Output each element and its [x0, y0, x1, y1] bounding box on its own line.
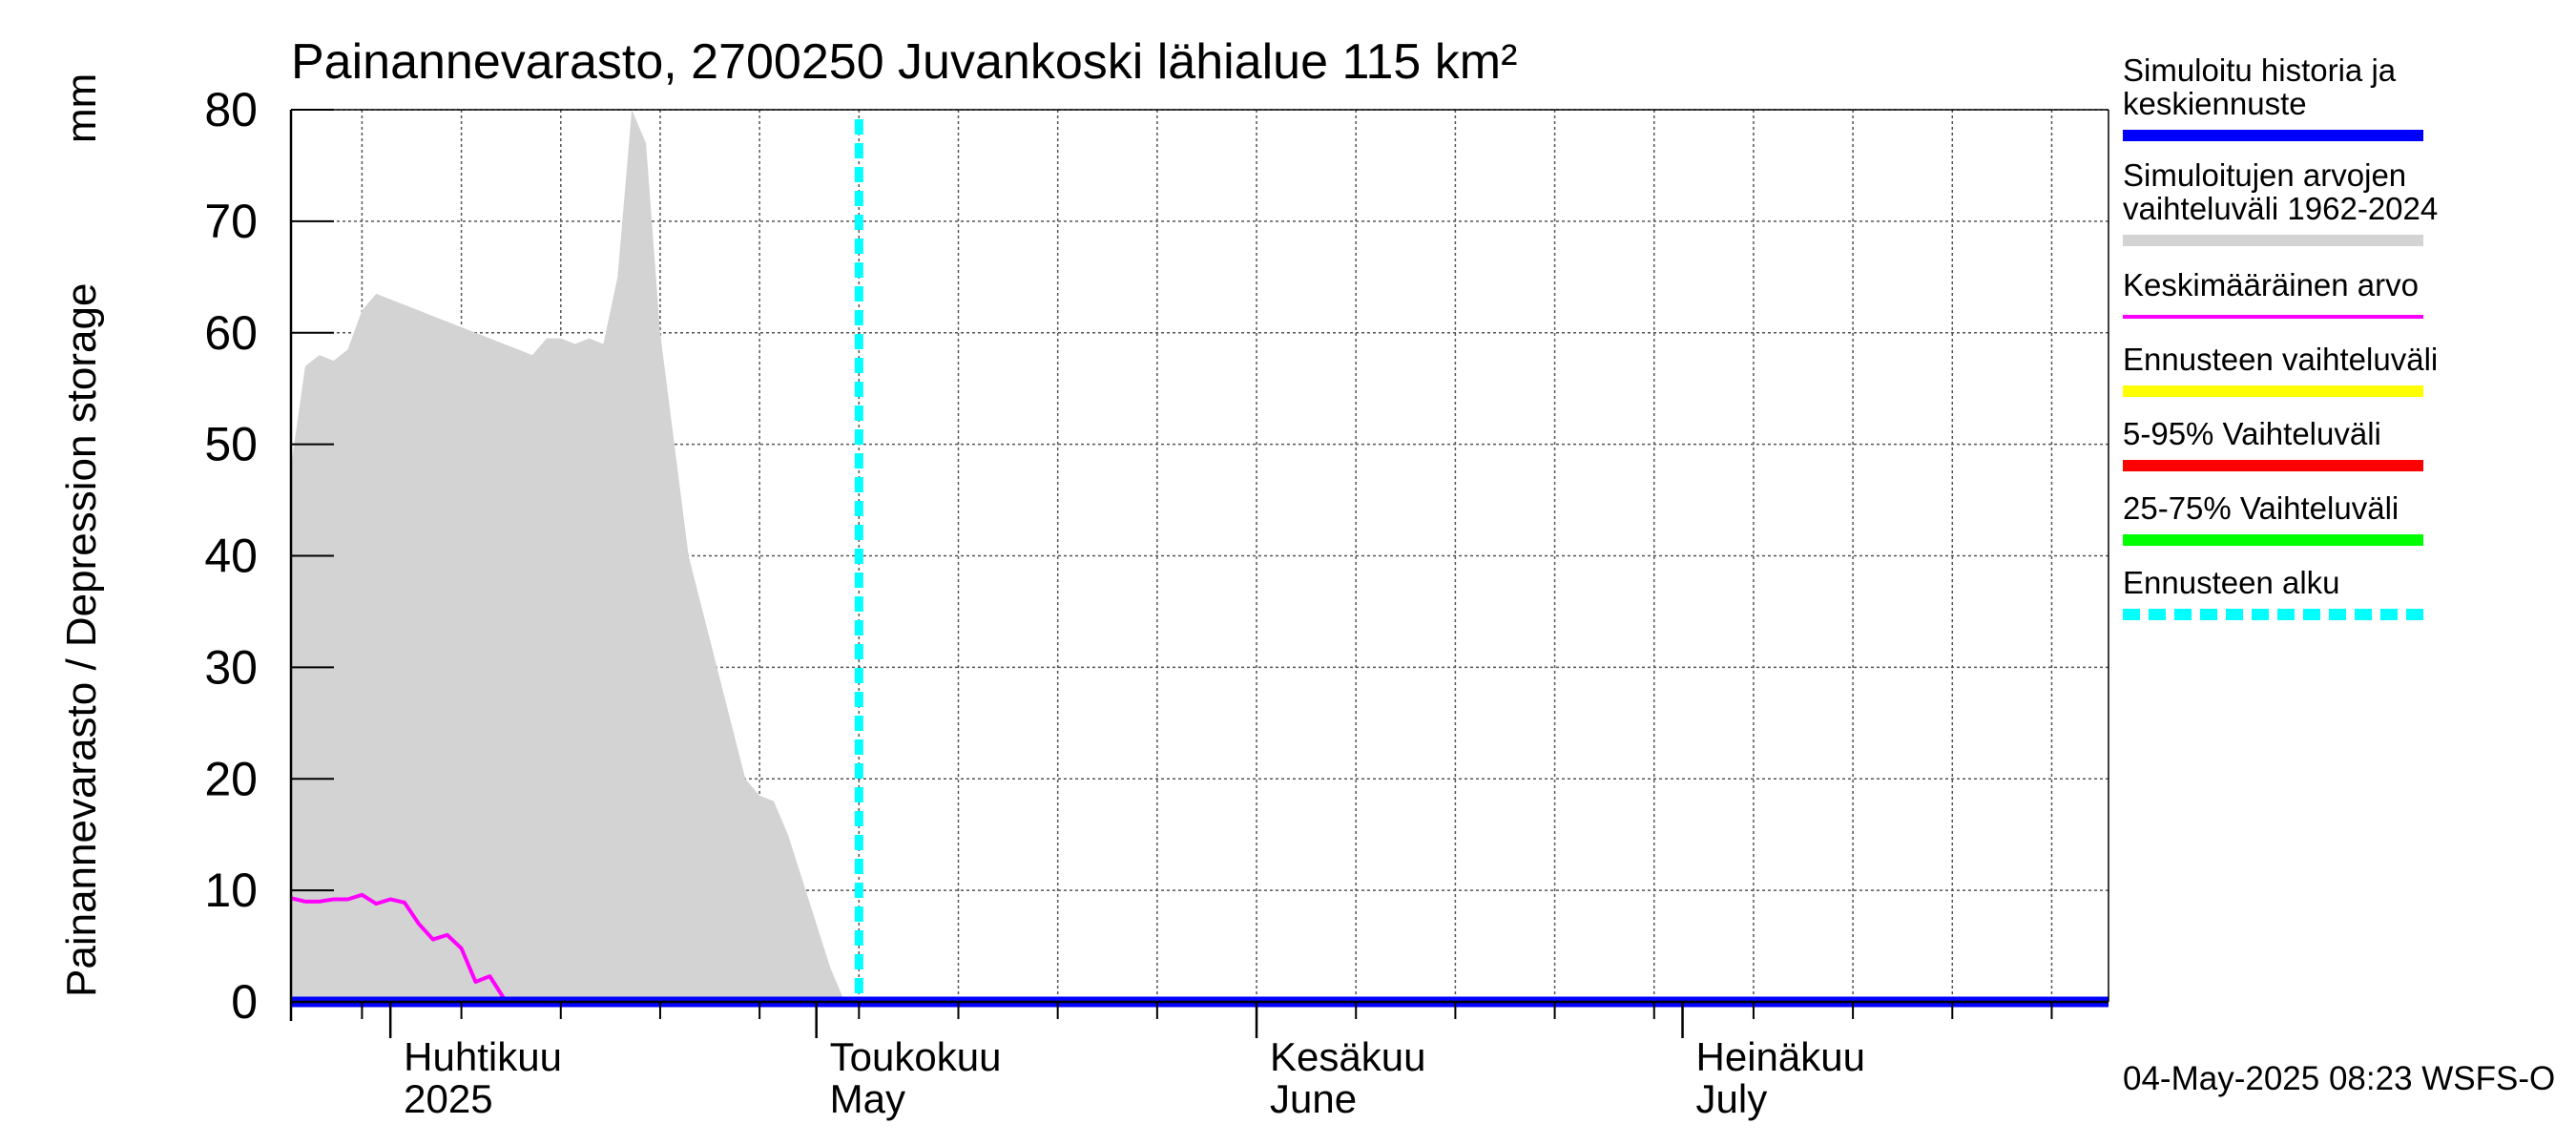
range-band-area — [291, 110, 959, 1002]
legend-label: Ennusteen vaihteluväli — [2123, 342, 2438, 377]
x-month-label: Heinäkuu — [1696, 1034, 1865, 1079]
footer-timestamp: 04-May-2025 08:23 WSFS-O — [2123, 1060, 2555, 1097]
legend-label: Simuloitujen arvojen — [2123, 157, 2406, 193]
x-month-label: Kesäkuu — [1270, 1034, 1425, 1079]
chart-title: Painannevarasto, 2700250 Juvankoski lähi… — [291, 34, 1517, 90]
y-tick-label: 40 — [204, 530, 258, 583]
legend-label-line2: keskiennuste — [2123, 86, 2307, 121]
y-axis-label: Painannevarasto / Depression storage — [58, 283, 105, 997]
band-layer — [291, 110, 959, 1002]
y-tick-labels: 0 10 20 30 40 50 60 70 80 — [204, 83, 258, 1029]
x-month-sublabel: May — [830, 1076, 905, 1121]
y-tick-label: 30 — [204, 640, 258, 694]
x-month-sublabel: July — [1696, 1076, 1768, 1121]
axes — [289, 109, 2109, 1038]
x-month-label: Huhtikuu — [404, 1034, 562, 1079]
x-month-label: Toukokuu — [830, 1034, 1002, 1079]
y-tick-label: 20 — [204, 752, 258, 805]
y-tick-label: 10 — [204, 864, 258, 917]
y-tick-label: 0 — [231, 975, 258, 1029]
x-month-sublabel: June — [1270, 1076, 1357, 1121]
y-tick-label: 60 — [204, 306, 258, 360]
y-axis-unit: mm — [58, 73, 105, 143]
legend-label: Keskimääräinen arvo — [2123, 267, 2419, 302]
legend-label: 5-95% Vaihteluväli — [2123, 416, 2381, 451]
y-tick-label: 70 — [204, 195, 258, 248]
legend-label-line2: vaihteluväli 1962-2024 — [2123, 191, 2438, 226]
y-tick-label: 50 — [204, 418, 258, 471]
legend-label: Simuloitu historia ja — [2123, 52, 2397, 88]
legend-label: 25-75% Vaihteluväli — [2123, 490, 2399, 526]
x-month-sublabel: 2025 — [404, 1076, 492, 1121]
y-tick-label: 80 — [204, 83, 258, 136]
legend-label: Ennusteen alku — [2123, 565, 2340, 600]
